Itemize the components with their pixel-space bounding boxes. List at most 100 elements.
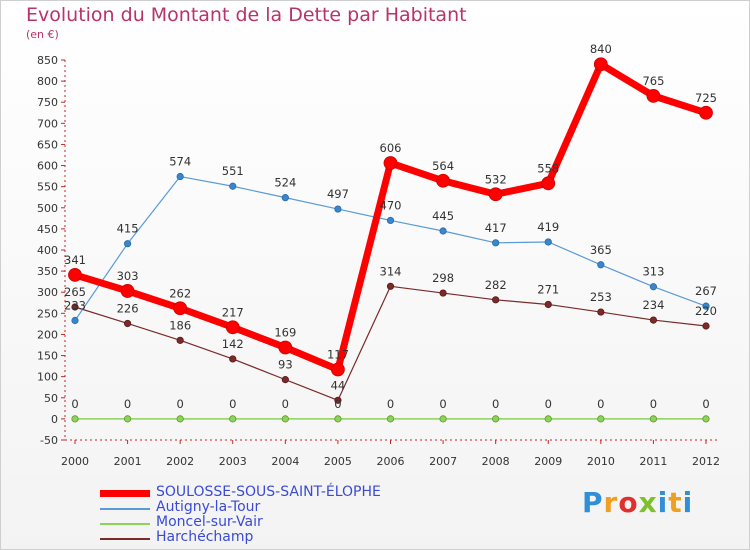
legend-swatch-2: [100, 523, 150, 525]
data-point: [71, 415, 79, 423]
data-label: 262: [169, 286, 191, 300]
chart-unit-label: (en €): [26, 28, 59, 41]
y-tick-label: 800: [37, 75, 58, 88]
data-point: [68, 268, 82, 282]
legend-swatch-0: [100, 490, 150, 497]
data-point: [649, 415, 658, 423]
data-label: 0: [334, 397, 341, 411]
data-point: [544, 300, 552, 309]
data-label: 558: [537, 161, 559, 175]
data-label: 0: [71, 397, 78, 411]
data-label: 44: [331, 378, 346, 392]
x-tick-label: 2000: [61, 455, 89, 468]
data-point: [334, 396, 342, 404]
series-0: [68, 57, 713, 377]
data-label: 574: [169, 155, 191, 169]
data-point: [597, 415, 605, 423]
data-label: 840: [590, 42, 612, 56]
data-label: 0: [597, 397, 604, 411]
data-point: [334, 205, 342, 213]
data-point: [492, 239, 500, 247]
x-tick-label: 2012: [692, 455, 720, 468]
y-tick-label: 700: [37, 117, 58, 130]
series-3: [71, 282, 710, 404]
x-tick-label: 2001: [114, 455, 142, 468]
data-label: 0: [650, 397, 657, 411]
data-label: 532: [485, 172, 507, 186]
data-label: 606: [380, 141, 402, 155]
legend-label-2: Moncel-sur-Vair: [156, 514, 263, 530]
data-point: [649, 316, 658, 324]
x-tick-label: 2004: [271, 455, 299, 468]
data-label: 265: [64, 285, 86, 299]
data-label: 226: [117, 301, 139, 315]
data-label: 220: [695, 304, 717, 318]
data-label: 303: [117, 269, 139, 283]
data-label: 551: [222, 164, 244, 178]
data-label: 0: [702, 397, 709, 411]
data-point: [439, 227, 447, 235]
logo-letter: i: [682, 486, 694, 519]
data-label: 0: [282, 397, 289, 411]
x-tick-label: 2010: [587, 455, 615, 468]
data-label: 419: [537, 220, 559, 234]
y-tick-label: 350: [37, 265, 58, 278]
data-label: 0: [229, 397, 236, 411]
data-label: 765: [642, 74, 664, 88]
data-label: 725: [695, 91, 717, 105]
data-point: [229, 355, 237, 363]
y-tick-label: 200: [37, 328, 58, 341]
y-tick-label: 250: [37, 307, 58, 320]
data-point: [492, 415, 500, 423]
data-label: 117: [327, 347, 349, 361]
data-point: [386, 415, 395, 423]
data-point: [386, 216, 395, 225]
series-layer: [68, 57, 713, 423]
legend-label-3: Harchéchamp: [156, 529, 254, 545]
data-point: [281, 194, 289, 202]
x-tick-label: 2002: [166, 455, 194, 468]
y-tick-label: 100: [37, 371, 58, 384]
y-tick-label: 650: [37, 138, 58, 151]
data-point: [702, 322, 710, 330]
logo-letter: t: [668, 486, 683, 519]
x-tick-label: 2006: [377, 455, 405, 468]
y-tick-label: 50: [44, 392, 58, 405]
data-point: [281, 415, 289, 423]
y-tick-label: 850: [37, 54, 58, 67]
logo-letter: o: [618, 486, 639, 519]
data-point: [699, 105, 713, 120]
data-label: 445: [432, 209, 454, 223]
x-tick-label: 2003: [219, 455, 247, 468]
data-point: [386, 282, 395, 290]
data-label: 169: [274, 326, 296, 340]
y-tick-label: 150: [37, 350, 58, 363]
data-label: 142: [222, 337, 244, 351]
data-label: 0: [545, 397, 552, 411]
data-label: 0: [492, 397, 499, 411]
y-tick-label: 500: [37, 202, 58, 215]
data-point: [597, 308, 605, 316]
data-point: [383, 156, 398, 170]
y-tick-label: -50: [40, 434, 58, 447]
data-label: 267: [695, 284, 717, 298]
legend-swatch-3: [100, 538, 150, 540]
chart-title: Evolution du Montant de la Dette par Hab…: [26, 4, 467, 26]
legend-label-0: SOULOSSE-SOUS-SAINT-ÉLOPHE: [156, 484, 381, 500]
data-point: [646, 88, 661, 103]
x-tick-label: 2011: [639, 455, 667, 468]
x-tick-label: 2009: [534, 455, 562, 468]
data-label: 234: [642, 298, 664, 312]
data-point: [123, 240, 132, 248]
chart-axes: -50 0 50 100 150 200 250 300 350 400 450 500 550 600 6…: [37, 54, 720, 468]
data-point: [229, 415, 237, 423]
series-2: [71, 415, 710, 423]
data-point: [597, 261, 605, 269]
data-label: 0: [387, 397, 394, 411]
proxiti-logo: Proxiti: [582, 486, 693, 519]
data-point: [123, 415, 132, 423]
data-label: 282: [485, 278, 507, 292]
data-point: [436, 173, 450, 188]
legend-label-1: Autigny-la-Tour: [156, 499, 261, 515]
